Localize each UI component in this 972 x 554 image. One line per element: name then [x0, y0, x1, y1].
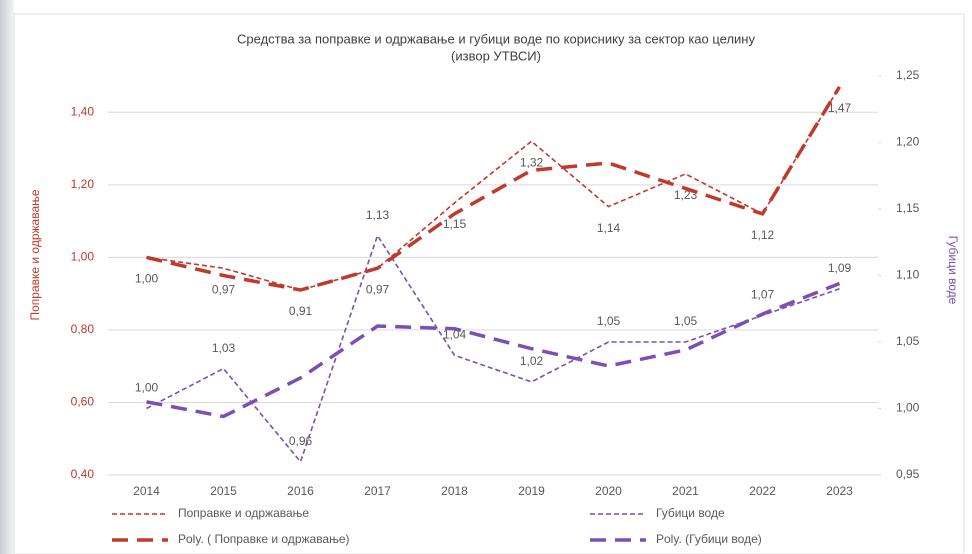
x-tick-label: 2018	[441, 484, 468, 498]
trend-line	[146, 281, 841, 419]
data-line	[146, 86, 841, 291]
data-label: 1,00	[135, 272, 159, 286]
y-tick-label: 1,00	[71, 250, 95, 264]
x-tick-label: 2020	[595, 484, 622, 498]
chart-subtitle: (извор УТВСИ)	[451, 48, 541, 63]
y2-tick-label: 1,15	[896, 201, 920, 215]
legend-label: Poly. (Губици воде)	[656, 532, 762, 546]
legend-label: Губици воде	[656, 506, 725, 520]
x-tick-label: 2014	[133, 484, 160, 498]
chart-frame	[13, 13, 965, 554]
background-strip	[0, 0, 14, 554]
x-tick-label: 2022	[749, 484, 776, 498]
data-label: 1,15	[443, 217, 467, 231]
y-tick-label: 0,60	[71, 395, 95, 409]
y2-tick-label: 1,25	[896, 68, 920, 82]
data-label: 1,03	[212, 341, 236, 355]
data-label: 1,05	[674, 314, 698, 328]
trend-line	[146, 85, 841, 292]
data-label: 1,07	[751, 288, 775, 302]
legend-label: Poly. ( Поправке и одржавање)	[178, 532, 350, 546]
x-tick-label: 2021	[672, 484, 699, 498]
data-label: 1,09	[828, 261, 852, 275]
y2-axis-title: Губици воде	[946, 236, 960, 305]
data-label: 1,13	[366, 208, 390, 222]
x-tick-label: 2015	[210, 484, 237, 498]
y2-tick-label: 1,05	[896, 334, 920, 348]
data-label: 1,47	[828, 101, 852, 115]
data-label: 1,32	[520, 155, 544, 169]
y-tick-label: 0,80	[71, 322, 95, 336]
y-tick-label: 1,40	[71, 104, 95, 118]
data-line	[146, 233, 840, 464]
y-tick-label: 1,20	[71, 177, 95, 191]
chart-title: Средства за поправке и одржавање и губиц…	[237, 31, 755, 46]
data-label: 0,97	[366, 282, 390, 296]
legend-label: Поправке и одржавање	[178, 506, 309, 520]
data-label: 1,02	[520, 354, 544, 368]
x-tick-label: 2017	[364, 484, 391, 498]
data-label: 1,14	[597, 221, 621, 235]
y-tick-label: 0,40	[71, 467, 95, 481]
data-label: 1,00	[135, 381, 159, 395]
x-tick-label: 2016	[287, 484, 314, 498]
y2-tick-label: 1,20	[896, 135, 920, 149]
y2-tick-label: 1,00	[896, 401, 920, 415]
data-label: 1,12	[751, 228, 775, 242]
data-label: 0,97	[212, 282, 236, 296]
data-label: 0,96	[289, 434, 313, 448]
y2-tick-label: 1,10	[896, 268, 920, 282]
y-axis-title: Поправке и одржавање	[28, 189, 42, 320]
x-tick-label: 2023	[826, 484, 853, 498]
data-label: 0,91	[289, 304, 313, 318]
y2-tick-label: 0,95	[896, 467, 920, 481]
data-label: 1,05	[597, 314, 621, 328]
x-tick-label: 2019	[518, 484, 545, 498]
